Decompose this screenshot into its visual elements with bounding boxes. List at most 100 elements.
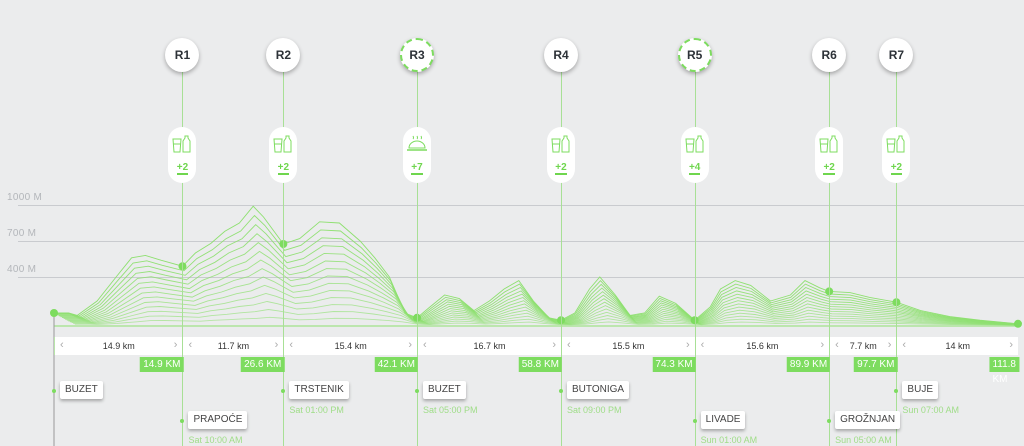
supply-badge-r4[interactable]: +2 bbox=[547, 127, 575, 183]
chevron-right-icon[interactable]: › bbox=[173, 339, 178, 351]
chevron-left-icon[interactable]: ‹ bbox=[60, 339, 64, 351]
grid-label-400: 400 M bbox=[7, 264, 37, 275]
chevron-left-icon[interactable]: ‹ bbox=[567, 339, 571, 351]
segment-distance: 15.6 km ‹ › bbox=[694, 337, 830, 355]
supply-badge-r5[interactable]: +4 bbox=[680, 127, 709, 183]
chevron-right-icon[interactable]: › bbox=[887, 339, 892, 351]
location-time: Sun 01:00 AM bbox=[700, 435, 758, 445]
location-time: Sun 05:00 AM bbox=[835, 435, 892, 445]
checkpoint-marker-r5[interactable]: R5 bbox=[677, 38, 712, 72]
grid-line-400 bbox=[18, 277, 1024, 278]
chevron-left-icon[interactable]: ‹ bbox=[188, 339, 193, 351]
elevation-line bbox=[74, 316, 1019, 326]
elevation-line bbox=[62, 250, 1019, 325]
supply-count: +2 bbox=[890, 162, 903, 175]
location-dot bbox=[827, 419, 832, 423]
segment-distance-label: 11.7 km bbox=[217, 341, 250, 351]
checkpoint-km-label: 58.8 KM bbox=[518, 357, 562, 372]
location-label[interactable]: BUZET bbox=[60, 381, 103, 399]
checkpoint-km-label: 97.7 KM bbox=[854, 357, 898, 372]
segment-distance: 15.4 km ‹ › bbox=[283, 337, 417, 355]
supply-count: +2 bbox=[555, 162, 567, 175]
checkpoint-marker-r7[interactable]: R7 bbox=[879, 38, 914, 72]
chevron-right-icon[interactable]: › bbox=[820, 339, 825, 351]
location-dot bbox=[281, 389, 286, 393]
chevron-left-icon[interactable]: ‹ bbox=[835, 339, 839, 351]
location-label[interactable]: PRAPOĆE bbox=[188, 411, 248, 429]
supply-count: +2 bbox=[277, 162, 290, 175]
chevron-right-icon[interactable]: › bbox=[1009, 339, 1013, 351]
supply-count: +4 bbox=[688, 162, 701, 175]
checkpoint-line bbox=[182, 72, 184, 446]
supply-badge-r6[interactable]: +2 bbox=[815, 127, 844, 183]
checkpoint-marker-r3[interactable]: R3 bbox=[400, 38, 434, 72]
supply-count: +2 bbox=[823, 162, 835, 175]
elevation-line bbox=[66, 276, 1019, 325]
checkpoint-marker-r1[interactable]: R1 bbox=[165, 38, 200, 72]
finish-point[interactable] bbox=[1014, 319, 1022, 328]
segment-distance: 16.7 km ‹ › bbox=[417, 337, 561, 355]
location-time: Sat 01:00 PM bbox=[289, 405, 344, 415]
location-time: Sat 09:00 PM bbox=[567, 405, 622, 415]
drinks-icon bbox=[273, 127, 293, 158]
grid-label-1000: 1000 M bbox=[7, 192, 43, 203]
location-label[interactable]: GROŽNJAN bbox=[835, 411, 901, 429]
checkpoint-line bbox=[417, 72, 418, 446]
location-time: Sat 05:00 PM bbox=[423, 405, 478, 415]
checkpoint-marker-r6[interactable]: R6 bbox=[812, 38, 847, 72]
drinks-icon bbox=[172, 127, 192, 158]
segment-distance: 15.5 km ‹ › bbox=[561, 337, 695, 355]
segment-distance: 7.7 km ‹ › bbox=[829, 337, 896, 355]
chevron-left-icon[interactable]: ‹ bbox=[700, 339, 705, 351]
grid-line-700 bbox=[18, 241, 1024, 242]
grid-line-1000 bbox=[18, 205, 1024, 206]
location-label[interactable]: BUTONIGA bbox=[567, 381, 630, 399]
supply-badge-r1[interactable]: +2 bbox=[168, 127, 197, 183]
chevron-left-icon[interactable]: ‹ bbox=[289, 339, 294, 351]
checkpoint-marker-r2[interactable]: R2 bbox=[266, 38, 301, 72]
drinks-icon bbox=[551, 127, 571, 158]
start-point[interactable] bbox=[50, 309, 58, 317]
segment-distance-label: 15.6 km bbox=[746, 341, 779, 351]
segment-distance-label: 15.4 km bbox=[334, 341, 367, 351]
chevron-right-icon[interactable]: › bbox=[685, 339, 690, 351]
segment-distance-label: 7.7 km bbox=[849, 341, 877, 351]
segment-distance: 14 km ‹ › bbox=[896, 337, 1018, 355]
location-dot bbox=[180, 419, 185, 423]
checkpoint-marker-r4[interactable]: R4 bbox=[544, 38, 578, 72]
chevron-right-icon[interactable]: › bbox=[274, 339, 279, 351]
checkpoint-km-label: 89.9 KM bbox=[786, 357, 831, 372]
location-dot bbox=[692, 419, 697, 423]
chevron-left-icon[interactable]: ‹ bbox=[902, 339, 907, 351]
drinks-icon bbox=[819, 127, 839, 158]
elevation-line bbox=[65, 268, 1019, 325]
finish-km-label: 111.8 KM bbox=[989, 357, 1019, 385]
supply-count: +2 bbox=[176, 162, 189, 175]
chevron-right-icon[interactable]: › bbox=[408, 339, 412, 351]
drinks-icon bbox=[685, 127, 705, 158]
location-label[interactable]: BUZET bbox=[423, 381, 466, 399]
elevation-line bbox=[58, 233, 1019, 325]
segment-distance-label: 14 km bbox=[945, 341, 970, 351]
chevron-left-icon[interactable]: ‹ bbox=[423, 339, 427, 351]
elevation-line bbox=[55, 214, 1019, 325]
location-dot bbox=[559, 389, 563, 393]
location-label[interactable]: LIVADE bbox=[700, 411, 746, 429]
supply-badge-r7[interactable]: +2 bbox=[882, 127, 911, 183]
supply-badge-r2[interactable]: +2 bbox=[269, 127, 298, 183]
distance-bar: 14.9 km ‹ › 11.7 km ‹ › 15.4 km ‹ › 16.7 km ‹ › 15.5… bbox=[54, 337, 1018, 355]
supply-badge-r3[interactable]: +7 bbox=[403, 127, 431, 183]
checkpoint-km-label: 42.1 KM bbox=[374, 357, 418, 372]
grid-label-700: 700 M bbox=[7, 228, 37, 239]
location-dot bbox=[415, 389, 419, 393]
elevation-line bbox=[71, 301, 1019, 326]
location-label[interactable]: TRSTENIK bbox=[289, 381, 349, 399]
elevation-line bbox=[73, 309, 1019, 326]
chevron-right-icon[interactable]: › bbox=[552, 339, 556, 351]
elevation-line bbox=[54, 205, 1019, 325]
elevation-line bbox=[63, 259, 1019, 325]
segment-distance: 14.9 km ‹ › bbox=[54, 337, 182, 355]
location-label[interactable]: BUJE bbox=[902, 381, 938, 399]
